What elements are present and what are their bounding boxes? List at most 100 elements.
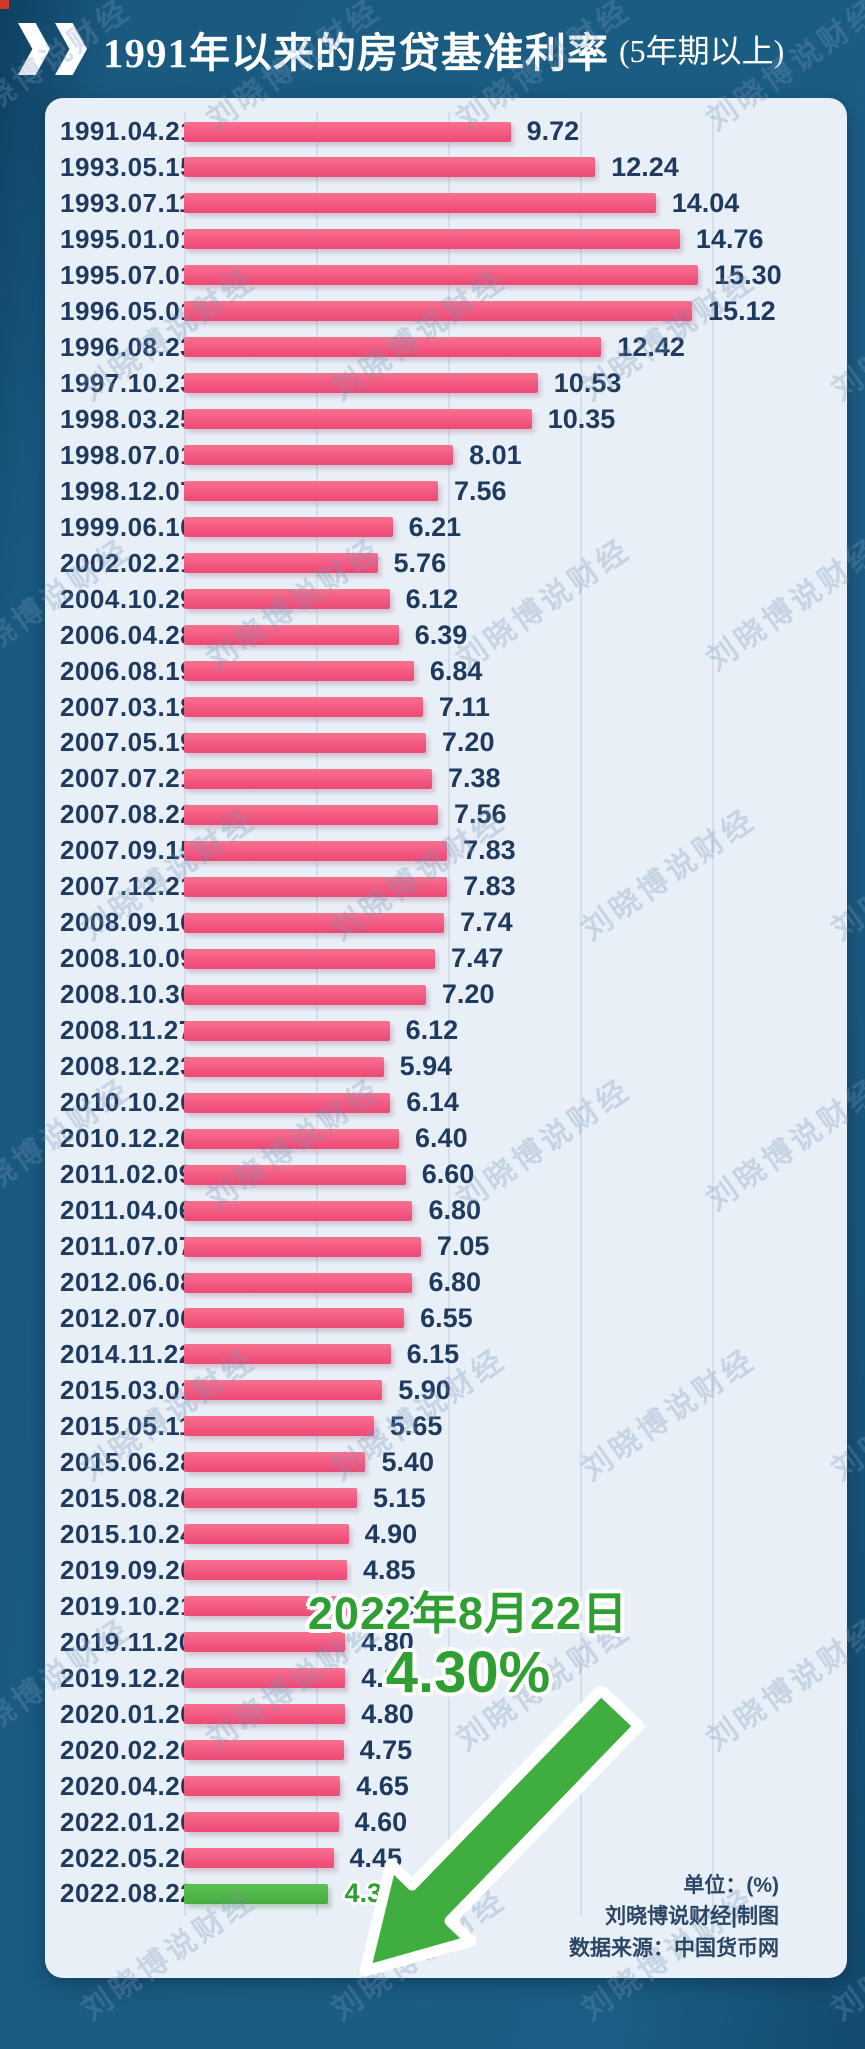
bar-row: 2020.02.20 4.75 xyxy=(60,1733,835,1768)
value-label: 7.56 xyxy=(454,799,507,830)
date-label: 2007.12.21 xyxy=(60,871,196,902)
value-label: 14.04 xyxy=(671,187,740,218)
value-label: 4.65 xyxy=(356,1770,409,1801)
value-label: 10.35 xyxy=(547,403,616,434)
bar-row: 2007.09.15 7.83 xyxy=(60,833,835,868)
bar-row: 2007.07.21 7.38 xyxy=(60,761,835,796)
down-left-arrow-icon xyxy=(330,1684,650,1986)
date-label: 2022.08.22 xyxy=(60,1878,196,1909)
rate-bar xyxy=(184,1272,413,1293)
date-label: 1996.05.01 xyxy=(60,295,196,326)
date-label: 1995.07.01 xyxy=(60,259,196,290)
bar-row: 2015.10.24 4.90 xyxy=(60,1517,835,1552)
value-label: 7.11 xyxy=(438,691,490,722)
rate-bar xyxy=(184,481,439,502)
value-label: 4.75 xyxy=(359,1734,413,1765)
rate-bar xyxy=(184,1416,374,1437)
annotation-date: 2022年8月22日 xyxy=(307,1588,629,1639)
rate-bar xyxy=(184,229,680,250)
rate-bar xyxy=(184,1164,406,1185)
rate-bar xyxy=(184,804,439,825)
rate-bar xyxy=(184,1344,391,1365)
bar-row: 2007.08.22 7.56 xyxy=(60,797,835,832)
rate-bar xyxy=(184,1740,344,1761)
rate-bar xyxy=(184,1236,421,1257)
rate-bar xyxy=(184,517,393,538)
rate-bar xyxy=(184,840,448,861)
value-label: 7.20 xyxy=(441,979,495,1010)
rate-bar xyxy=(184,876,448,897)
date-label: 2008.10.09 xyxy=(60,943,196,974)
date-label: 2011.04.06 xyxy=(60,1195,194,1226)
rate-bar xyxy=(184,912,445,933)
date-label: 2012.07.06 xyxy=(60,1302,196,1333)
bar-row: 2008.09.16 7.74 xyxy=(60,905,835,940)
date-label: 2019.09.20 xyxy=(60,1554,196,1585)
bar-row: 2014.11.22 6.15 xyxy=(60,1337,835,1372)
value-label: 6.84 xyxy=(429,655,483,686)
bar-row: 1998.12.07 7.56 xyxy=(60,474,835,509)
value-label: 6.40 xyxy=(415,1123,468,1154)
value-label: 10.53 xyxy=(553,367,622,398)
rate-bar xyxy=(184,984,426,1005)
date-label: 2022.01.20 xyxy=(60,1806,196,1837)
bar-row: 2010.10.20 6.14 xyxy=(60,1085,835,1120)
bar-row: 2019.12.20 4.80 xyxy=(60,1661,835,1696)
date-label: 2019.10.21 xyxy=(60,1590,196,1621)
bar-row: 2008.12.23 5.94 xyxy=(60,1049,835,1084)
header: 1991年以来的房贷基准利率 (5年期以上) xyxy=(0,0,865,98)
value-label: 5.90 xyxy=(398,1374,451,1405)
bar-row: 1998.03.25 10.35 xyxy=(60,402,835,437)
bar-rows: 1991.04.21 9.72 1993.05.15 12.24 1993.07.11 1… xyxy=(60,114,835,1912)
value-label: 6.60 xyxy=(421,1159,475,1190)
rate-bar xyxy=(184,948,435,969)
value-label: 7.83 xyxy=(463,835,516,866)
bar-row: 2008.10.09 7.47 xyxy=(60,941,835,976)
date-label: 2008.12.23 xyxy=(60,1051,196,1082)
page-title: 1991年以来的房贷基准利率 xyxy=(103,30,609,76)
value-label: 12.42 xyxy=(617,331,685,362)
rate-bar xyxy=(184,553,378,574)
date-label: 2004.10.29 xyxy=(60,583,196,614)
rate-bar xyxy=(184,1308,405,1329)
rate-bar xyxy=(184,1128,400,1149)
date-label: 2020.04.20 xyxy=(60,1770,196,1801)
date-label: 2014.11.22 xyxy=(60,1338,194,1369)
value-label: 6.12 xyxy=(405,583,459,614)
rate-bar xyxy=(184,1560,347,1581)
rate-bar xyxy=(184,1200,413,1221)
date-label: 2008.09.16 xyxy=(60,907,196,938)
annotation-rate: 4.30% xyxy=(385,1639,551,1705)
value-label: 7.20 xyxy=(441,727,495,758)
value-label: 6.15 xyxy=(406,1338,460,1369)
chart-panel: 1991.04.21 9.72 1993.05.15 12.24 1993.07.11 1… xyxy=(45,98,847,1978)
date-label: 2011.02.09 xyxy=(60,1159,194,1190)
value-label: 6.55 xyxy=(420,1302,473,1333)
value-label: 5.65 xyxy=(389,1410,443,1441)
bar-row: 2007.03.18 7.11 xyxy=(60,690,835,725)
page-subtitle: (5年期以上) xyxy=(619,33,785,69)
bar-row: 1997.10.23 10.53 xyxy=(60,366,835,401)
date-label: 2008.10.30 xyxy=(60,979,196,1010)
value-label: 5.40 xyxy=(381,1446,434,1477)
date-label: 1997.10.23 xyxy=(60,367,196,398)
bar-row: 1995.07.01 15.30 xyxy=(60,258,835,293)
rate-bar xyxy=(184,337,602,358)
bar-row: 2008.10.30 7.20 xyxy=(60,977,835,1012)
rate-bar xyxy=(184,589,390,610)
value-label: 6.80 xyxy=(428,1267,482,1297)
rate-bar xyxy=(184,1380,383,1401)
date-label: 2006.04.28 xyxy=(60,619,196,650)
rate-bar xyxy=(184,1524,349,1545)
rate-bar xyxy=(184,157,596,178)
value-label: 14.76 xyxy=(695,223,764,254)
footer-notes: 单位：(%) 刘晓博说财经|制图 数据来源：中国货币网 xyxy=(569,1870,779,1965)
bar-row: 1991.04.21 9.72 xyxy=(60,114,835,149)
date-label: 2006.08.19 xyxy=(60,655,196,686)
rate-bar xyxy=(184,445,454,466)
rate-bar xyxy=(184,697,423,717)
bar-row: 2007.12.21 7.83 xyxy=(60,869,835,904)
date-label: 2020.02.20 xyxy=(60,1734,196,1765)
value-label: 6.21 xyxy=(408,511,462,542)
rate-bar xyxy=(184,301,693,322)
